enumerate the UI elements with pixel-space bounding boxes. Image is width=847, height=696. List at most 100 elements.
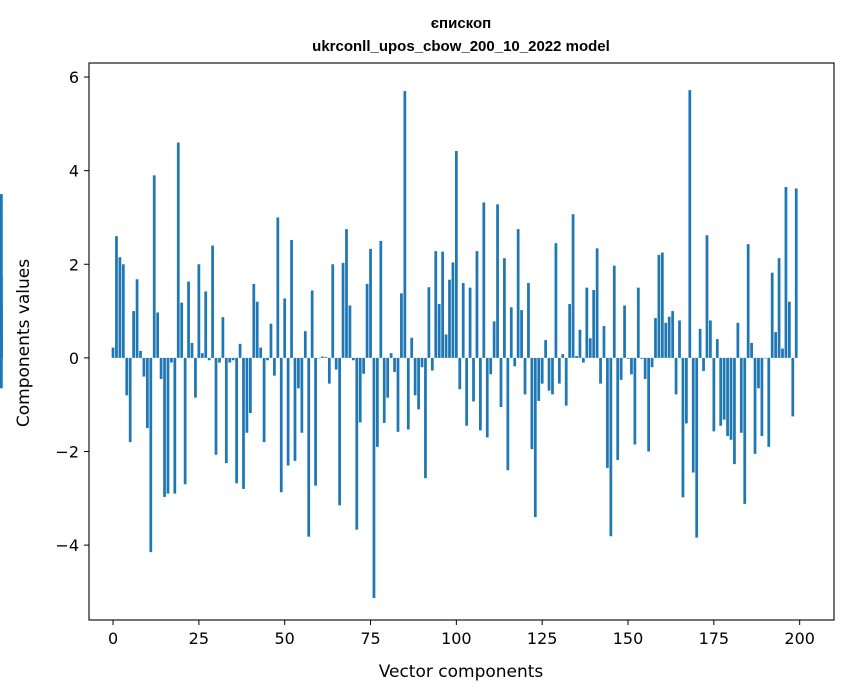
bar-178: [722, 357, 726, 420]
bar-107: [479, 357, 482, 431]
bar-28: [207, 357, 211, 361]
bar-99: [451, 262, 455, 358]
bar-127: [547, 357, 551, 391]
bar-172: [702, 357, 705, 371]
bar-197: [788, 301, 791, 358]
bar-103: [465, 357, 469, 426]
bar-118: [516, 229, 520, 358]
bar-45: [266, 357, 269, 361]
bar-143: [602, 326, 606, 358]
bar-96: [441, 251, 444, 358]
bar-74: [365, 283, 369, 358]
bar-179: [726, 357, 729, 437]
bar-56: [303, 331, 307, 358]
bar-158: [654, 318, 657, 358]
bar-119: [520, 310, 523, 358]
bar-180: [729, 357, 733, 440]
bar-187: [753, 357, 757, 454]
bar-188: [757, 357, 760, 389]
bar-78: [379, 240, 383, 358]
bar-135: [575, 356, 578, 358]
bar-17: [170, 357, 173, 363]
x-tick-label: 50: [275, 629, 295, 648]
bar-102: [461, 282, 465, 358]
bar-131: [561, 354, 565, 358]
bar-91: [424, 357, 427, 479]
bar-27: [204, 291, 208, 358]
bar-93: [430, 357, 434, 371]
bar-195: [781, 348, 784, 358]
bar-81: [389, 353, 393, 358]
x-tick-label: 75: [360, 629, 380, 648]
bar-97: [444, 334, 448, 358]
bar-192: [770, 272, 774, 358]
plot-frame: [88, 62, 835, 621]
y-tick-label: 2: [69, 255, 79, 274]
bar-29: [211, 245, 214, 358]
bar-161: [664, 322, 668, 358]
bar-51: [286, 357, 290, 466]
bar-4: [125, 357, 129, 396]
bar-194: [777, 258, 781, 358]
bar-196: [784, 187, 788, 358]
bar-30: [214, 357, 218, 455]
bar-133: [568, 304, 572, 358]
bar-106: [475, 251, 479, 358]
bar-80: [386, 357, 390, 398]
bar-3: [121, 264, 125, 358]
bar-115: [506, 357, 510, 471]
y-axis-label: Components values: [14, 259, 34, 427]
bar-86: [406, 357, 410, 430]
bar-134: [571, 214, 575, 358]
bar-18: [173, 357, 177, 494]
bar-186: [750, 342, 753, 358]
x-tick-label: 100: [441, 629, 472, 648]
bar-145: [609, 357, 613, 537]
x-tick-label: 125: [527, 629, 558, 648]
bar-37: [238, 343, 242, 358]
bar-64: [331, 264, 335, 358]
bar-166: [681, 357, 685, 498]
bar-189: [760, 357, 764, 437]
bar-113: [499, 357, 503, 408]
bar-76: [372, 357, 376, 598]
bar-53: [293, 357, 297, 461]
bar-110: [489, 357, 493, 375]
bar-151: [630, 357, 633, 375]
bar-21: [183, 357, 187, 485]
bar-31: [218, 357, 221, 363]
bar-177: [719, 357, 723, 426]
bar-176: [715, 339, 719, 358]
bar-95: [437, 304, 441, 358]
bar-89: [417, 357, 420, 410]
bar-20: [180, 302, 184, 358]
bars-group: [0, 90, 798, 598]
bar-126: [544, 340, 547, 358]
bar-117: [513, 357, 517, 367]
bar-75: [369, 248, 372, 358]
bar-100: [454, 151, 458, 358]
bar-42: [255, 301, 259, 358]
bar-65: [334, 357, 338, 370]
bar-122: [530, 357, 534, 450]
bar-55: [300, 357, 304, 433]
bar-undefined: [0, 357, 3, 389]
bar-141: [595, 248, 599, 358]
bar-47: [273, 357, 276, 376]
y-tick-label: 6: [69, 68, 79, 87]
bar-163: [671, 311, 675, 358]
bar-191: [767, 357, 771, 447]
bar-70: [351, 357, 355, 361]
x-tick-label: 200: [784, 629, 815, 648]
bar-181: [733, 357, 736, 465]
bar-114: [503, 258, 506, 358]
bar-69: [348, 305, 352, 358]
bar-71: [355, 357, 359, 530]
bar-139: [588, 338, 592, 358]
bar-164: [674, 357, 678, 395]
bar-129: [554, 243, 558, 358]
bar-85: [403, 91, 407, 358]
bar-39: [245, 357, 249, 433]
bar-155: [643, 357, 647, 379]
bar-14: [159, 357, 163, 379]
